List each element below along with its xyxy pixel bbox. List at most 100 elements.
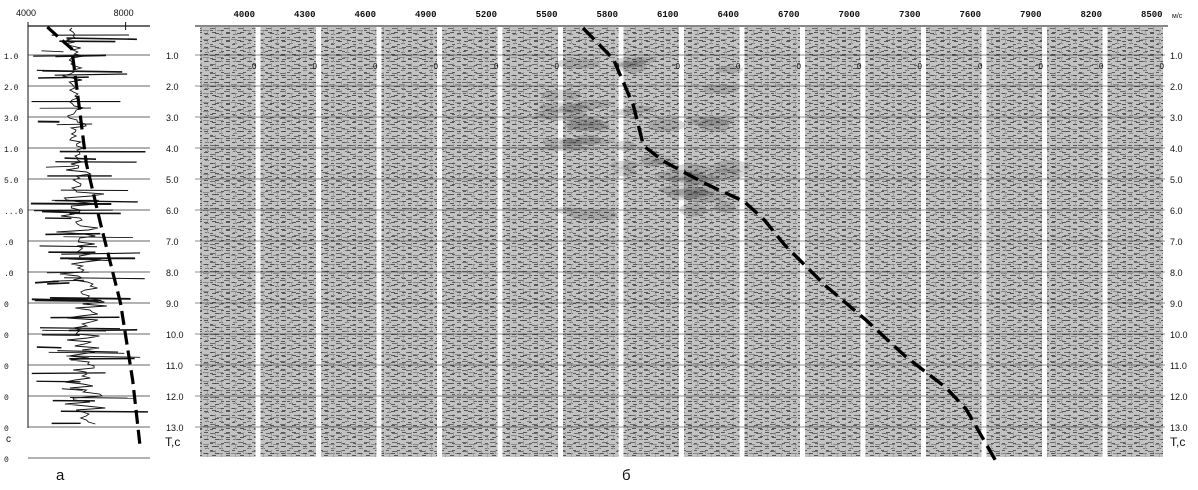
panel-b-x-tick-label: 7600	[959, 10, 981, 20]
panel-a-y-tick-label: .0	[4, 239, 14, 248]
panel-b-energy-blob	[668, 188, 698, 201]
panel-a-log-spike	[38, 76, 89, 79]
panel-b-energy-blob	[562, 137, 614, 146]
panel-b-y-tick-label-left: 1.0	[166, 51, 179, 61]
panel-b-x-tick-label: 8200	[1080, 10, 1102, 20]
panel-b-y-tick-label-left: 7.0	[166, 237, 179, 247]
panel-b-gather-strip-texture	[563, 27, 619, 457]
panel-b-x-tick-label: 4000	[233, 10, 255, 20]
panel-a-log-spike	[54, 73, 128, 76]
panel-b-y-tick-label-left: 12.0	[166, 392, 184, 402]
panel-a-x-tick-label: 8000	[114, 8, 134, 18]
panel-a-y-tick-label: 0	[4, 363, 9, 372]
panel-b-y-tick-label-left: 4.0	[166, 144, 179, 154]
panel-b-energy-blob	[555, 58, 601, 69]
panel-b-y-tick-label-right: 7.0	[1170, 237, 1183, 247]
panel-b-zero-mark: 0	[676, 62, 681, 71]
panel-b-x-tick-label: 7300	[899, 10, 921, 20]
panel-b-x-tick-label: 4600	[354, 10, 376, 20]
panel-a-log-spike	[66, 37, 137, 41]
panel-b-energy-blob	[707, 168, 746, 180]
panel-b-y-tick-label-right: 11.0	[1170, 361, 1187, 371]
panel-a-log-spike	[69, 397, 134, 399]
panel-b-y-tick-label-left: 6.0	[166, 206, 179, 216]
panel-a-log-spike	[36, 380, 81, 383]
panel-a-y-tick-label: 2.0	[4, 84, 19, 93]
panel-b-energy-blob	[640, 153, 665, 168]
panel-a-log-spike	[31, 372, 106, 375]
panel-a-y-tick-label: 0	[4, 332, 9, 341]
panel-a-log-spike	[68, 258, 110, 261]
panel-b-energy-blob	[656, 169, 707, 182]
panel-b-x-unit: м/с	[1172, 13, 1183, 20]
panel-a-log-spike	[61, 252, 141, 255]
panel-b-gridlines	[195, 54, 1165, 428]
panel-b-zero-mark: 0	[736, 62, 741, 71]
panel-b-zero-mark: 0	[555, 62, 560, 71]
panel-b-y-tick-label-right: 1.0	[1170, 51, 1183, 61]
panel-b-gather-strip-texture	[381, 27, 437, 457]
panel-b-y-tick-label-left: 9.0	[166, 299, 179, 309]
panel-b-energy-blob	[658, 184, 706, 196]
panel-b-energy-blob	[676, 186, 710, 200]
panel-b-y-tick-label-left: 3.0	[166, 113, 179, 123]
panel-a-x-tick-label: 4000	[16, 8, 36, 18]
panel-b-x-tick-label: 7000	[838, 10, 860, 20]
panel-b-gather-strip-texture	[684, 27, 740, 457]
panel-b-energy-blob	[541, 89, 582, 101]
panel-b-y-tick-label-right: 2.0	[1170, 82, 1183, 92]
panel-b-energy-blob	[558, 138, 583, 147]
panel-b-x-tick-label: 5800	[596, 10, 618, 20]
panel-a-log-spike	[33, 209, 113, 212]
panel-b-energy-blob	[538, 102, 584, 113]
panel-b-y-tick-label-left: 5.0	[166, 175, 179, 185]
panel-b-gather-strip-texture	[1107, 27, 1163, 457]
panel-a-log-spike	[31, 298, 102, 302]
panel-a-unit-label: c	[6, 434, 11, 445]
panel-b-energy-blob	[685, 117, 735, 127]
panel-b-x-ticks: 4000 4300 4600 4900 5200 5500 5800 6100 6400 6700…	[233, 10, 1162, 20]
panel-b-energy-blob	[613, 167, 637, 177]
panel-b-energy-blob	[669, 164, 712, 175]
panel-a-log-spike	[41, 50, 64, 53]
panel-b-x-tick-label: 5500	[536, 10, 558, 20]
panel-b-y-tick-label-right: 6.0	[1170, 206, 1183, 216]
panel-a-log-spike	[46, 271, 90, 274]
panel-b-energy-blob	[613, 57, 647, 67]
panel-b-x-tick-label: 5200	[475, 10, 497, 20]
panel-a-log-spike	[48, 351, 125, 354]
panel-b-zero-mark: 0	[797, 62, 802, 71]
panel-b-y-unit-right: T,c	[1170, 435, 1185, 449]
panel-a-log-spike	[39, 327, 120, 330]
panel-b-gather-strip-texture	[805, 27, 861, 457]
panel-b-y-ticks-right: 1.0 2.0 3.0 4.0 5.0 6.0 7.0 8.0 9.0 10.0 11.0 12.0 1…	[1170, 51, 1188, 433]
panel-b-gather-strip-texture	[321, 27, 377, 457]
panel-b-zero-mark: 0	[1099, 62, 1104, 71]
panel-b-y-tick-label-left: 2.0	[166, 82, 179, 92]
panel-b-gather-strip-texture	[260, 27, 316, 457]
panel-a-log-spike	[36, 346, 62, 349]
panel-b-gather-strip-texture	[200, 27, 256, 457]
panel-b-x-tick-label: 6100	[657, 10, 679, 20]
panel-b-zero-mark: 0	[313, 62, 318, 71]
panel-b-energy-blob	[684, 191, 727, 204]
panel-a-y-tick-label: 5.0	[4, 177, 19, 186]
panel-a-y-tick-label: 0	[4, 456, 9, 465]
panel-a-log-spike	[63, 236, 133, 239]
panel-b-energy-blob	[611, 160, 639, 169]
panel-b-energy-blob	[612, 109, 640, 116]
panel-b-y-tick-label-right: 13.0	[1170, 423, 1188, 433]
panel-a-log-spike	[64, 157, 96, 160]
panel-a-log-trace-line	[56, 27, 107, 425]
panel-a-log-spike	[55, 54, 106, 58]
panel-b-energy-blob	[554, 207, 578, 214]
panel-b-gather-strip-texture	[926, 27, 982, 457]
panel-b-x-tick-label: 7900	[1020, 10, 1042, 20]
panel-b-energy-blob	[703, 84, 739, 94]
panel-a-log-spike	[42, 329, 107, 332]
panel-a-log-spike	[52, 279, 85, 282]
panel-a-y-tick-label: 1.0	[4, 53, 19, 62]
panel-b-velocity-curve	[581, 26, 998, 463]
